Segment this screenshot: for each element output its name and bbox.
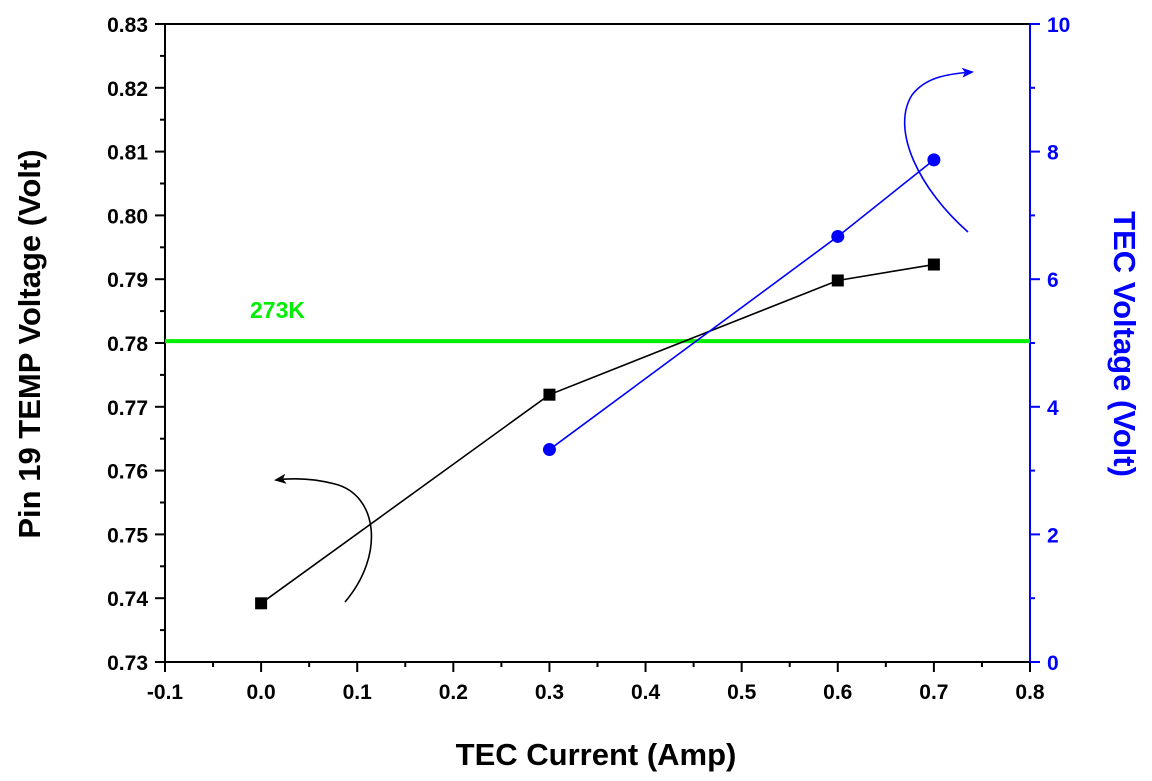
left-y-tick-label: 0.78 [107, 333, 148, 356]
left-axis-curved-arrow [274, 473, 373, 603]
left-y-tick-label: 0.74 [107, 588, 148, 611]
series-1-point [543, 388, 556, 401]
left-y-tick-label: 0.81 [107, 142, 148, 165]
series-1-line [260, 263, 935, 604]
reference-line-label: 273K [250, 297, 305, 323]
series-2-point [542, 443, 556, 457]
x-tick-label: 0.0 [247, 681, 276, 704]
right-y-tick-label: 0 [1047, 652, 1059, 675]
left-y-tick-label: 0.77 [107, 397, 148, 420]
left-y-axis-title: Pin 19 TEMP Voltage (Volt) [12, 149, 47, 538]
right-axis-curved-arrow [903, 67, 974, 233]
series-2-point [831, 229, 845, 243]
x-axis-title: TEC Current (Amp) [456, 737, 737, 772]
series-1-point [831, 274, 844, 287]
left-y-tick-label: 0.75 [107, 524, 148, 547]
x-tick-label: 0.2 [439, 681, 468, 704]
series-2-point [927, 153, 941, 167]
series-layer [255, 153, 941, 610]
left-y-tick-label: 0.83 [107, 14, 148, 37]
left-y-tick-label: 0.80 [107, 205, 148, 228]
x-tick-label: 0.6 [823, 681, 852, 704]
axes-layer: -0.1 0.0 0.1 0.2 0.3 0.4 0.5 0.6 0.7 0.8 0.73 0.74 0… [107, 14, 1070, 704]
x-tick-label: 0.4 [631, 681, 661, 704]
x-tick-label: 0.7 [919, 681, 948, 704]
right-y-tick-label: 8 [1047, 142, 1059, 165]
series-1-point [927, 258, 940, 271]
left-y-tick-label: 0.73 [107, 652, 148, 675]
left-y-tick-label: 0.76 [107, 461, 148, 484]
series-1-point [255, 597, 268, 610]
left-y-tick-label: 0.82 [107, 78, 148, 101]
right-y-tick-label: 2 [1047, 524, 1059, 547]
x-tick-label: 0.8 [1015, 681, 1045, 704]
x-tick-label: 0.1 [343, 681, 373, 704]
x-tick-label: 0.5 [727, 681, 757, 704]
right-y-tick-label: 10 [1047, 14, 1070, 37]
right-y-tick-label: 4 [1047, 397, 1059, 420]
annotation-layer [274, 67, 974, 603]
x-tick-label: -0.1 [147, 681, 184, 704]
right-y-tick-label: 6 [1047, 269, 1059, 292]
x-tick-label: 0.3 [535, 681, 564, 704]
left-y-tick-label: 0.79 [107, 269, 148, 292]
series-2-line [548, 159, 935, 451]
right-y-axis-title: TEC Voltage (Volt) [1107, 211, 1142, 477]
